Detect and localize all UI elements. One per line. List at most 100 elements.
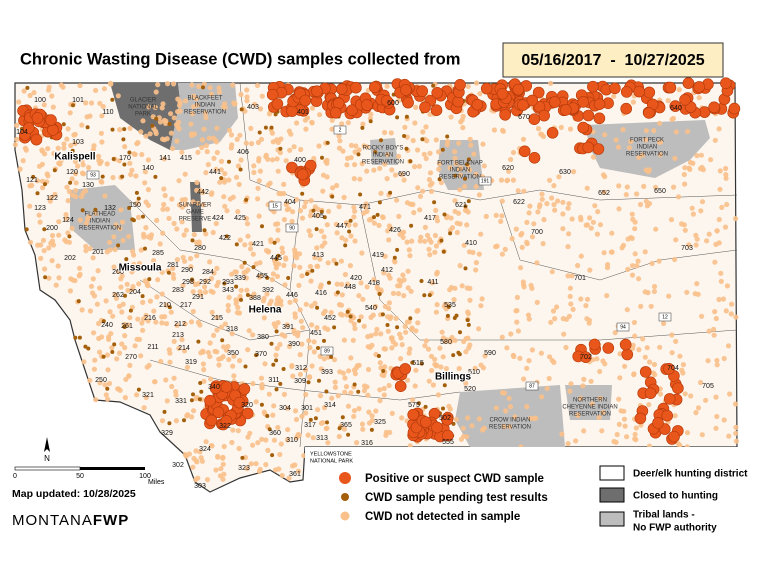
negative-sample — [478, 362, 484, 368]
negative-sample — [171, 115, 177, 121]
negative-sample — [544, 385, 550, 392]
pending-sample — [134, 190, 139, 195]
legend-label: CWD not detected in sample — [365, 511, 520, 523]
highway-label: 89 — [324, 348, 330, 354]
pending-sample — [257, 130, 262, 135]
pending-sample — [116, 243, 121, 248]
negative-sample — [16, 99, 22, 105]
negative-sample — [673, 129, 679, 135]
pending-sample — [308, 417, 313, 422]
district-label: 329 — [161, 430, 173, 437]
negative-sample — [244, 87, 250, 93]
negative-sample — [602, 132, 608, 138]
negative-sample — [515, 188, 521, 194]
negative-sample — [716, 126, 722, 132]
negative-sample — [531, 221, 537, 227]
negative-sample — [155, 277, 161, 283]
negative-sample — [254, 82, 261, 89]
negative-sample — [134, 336, 140, 342]
negative-sample — [476, 326, 482, 332]
highway-shield — [616, 322, 630, 332]
negative-sample — [237, 237, 243, 243]
negative-sample — [29, 182, 35, 188]
negative-sample — [153, 130, 159, 137]
negative-sample — [239, 264, 245, 270]
legend-label: CWD sample pending test results — [365, 492, 548, 504]
negative-sample — [394, 197, 400, 203]
pending-sample — [319, 209, 324, 214]
negative-sample — [101, 86, 107, 92]
negative-sample — [51, 150, 57, 157]
negative-sample — [521, 284, 527, 290]
negative-sample — [230, 82, 236, 88]
negative-sample — [399, 415, 405, 421]
negative-sample — [634, 263, 640, 269]
negative-sample — [629, 211, 635, 217]
negative-sample — [276, 190, 282, 197]
negative-sample — [117, 225, 123, 232]
district-label: 442 — [197, 189, 209, 196]
negative-sample — [413, 328, 419, 334]
negative-sample — [190, 289, 196, 295]
negative-sample — [177, 108, 183, 114]
negative-sample — [236, 181, 242, 187]
negative-sample — [160, 136, 166, 142]
negative-sample — [677, 353, 683, 359]
negative-sample — [141, 405, 147, 411]
negative-sample — [423, 155, 429, 162]
negative-sample — [309, 322, 315, 328]
negative-sample — [98, 178, 104, 185]
negative-sample — [512, 414, 518, 420]
positive-sample — [620, 102, 633, 115]
district-label: 703 — [681, 245, 693, 252]
negative-sample — [346, 222, 352, 228]
negative-sample — [404, 319, 410, 325]
negative-sample — [382, 346, 388, 352]
negative-sample — [173, 418, 179, 424]
reservation-label: RESERVATION — [439, 175, 481, 181]
pending-sample — [61, 122, 66, 127]
negative-sample — [412, 164, 418, 170]
city-label: Billings — [435, 372, 472, 383]
pending-sample — [190, 277, 194, 282]
negative-sample — [504, 345, 510, 351]
positive-sample — [442, 429, 454, 442]
negative-sample — [617, 351, 623, 357]
negative-sample — [502, 246, 508, 252]
negative-sample — [283, 255, 289, 261]
negative-sample — [179, 219, 185, 225]
negative-sample — [205, 349, 211, 356]
district-label: 510 — [468, 369, 480, 376]
negative-sample — [296, 251, 303, 257]
pending-sample — [306, 380, 311, 385]
negative-sample — [716, 240, 722, 246]
negative-sample — [214, 283, 220, 289]
negative-sample — [539, 196, 545, 202]
pending-sample — [70, 148, 75, 153]
district-label: 291 — [192, 294, 204, 301]
pending-sample — [190, 238, 195, 243]
pending-sample — [269, 125, 274, 130]
negative-sample — [50, 104, 56, 110]
negative-sample — [275, 168, 281, 174]
negative-sample — [359, 161, 365, 167]
district-label: 240 — [101, 322, 113, 329]
negative-sample — [210, 229, 216, 236]
district-label: 150 — [129, 202, 141, 209]
negative-sample — [174, 226, 180, 232]
negative-sample — [374, 284, 380, 290]
negative-sample — [636, 276, 642, 282]
negative-sample — [297, 352, 303, 358]
pending-sample — [141, 214, 145, 219]
negative-sample — [201, 367, 207, 373]
negative-sample — [578, 253, 584, 259]
negative-sample — [195, 149, 201, 155]
negative-sample — [526, 316, 532, 322]
pending-sample — [167, 305, 172, 310]
negative-sample — [55, 145, 61, 151]
negative-sample — [48, 194, 54, 201]
negative-sample — [410, 397, 416, 403]
negative-sample — [713, 425, 719, 431]
district-label: 141 — [159, 155, 171, 162]
negative-sample — [559, 431, 565, 437]
